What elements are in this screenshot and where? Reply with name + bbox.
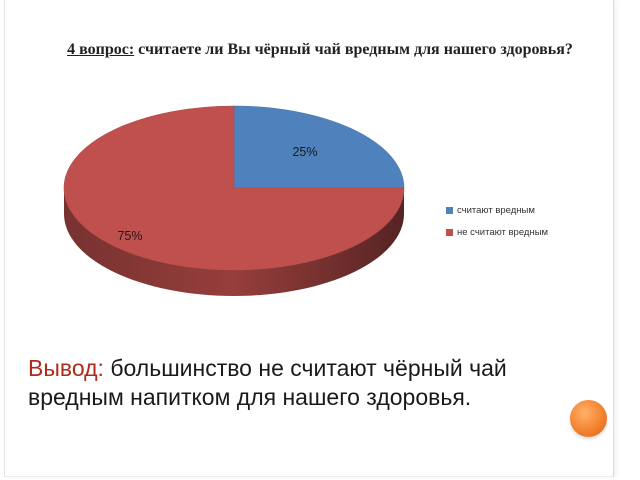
pie-slice-0 [233,105,405,189]
data-label-0: 25% [292,145,317,159]
page-title: 4 вопрос: считаете ли Вы чёрный чай вред… [20,38,620,62]
pie-slice-1 [63,105,405,271]
legend-swatch-not-harmful [446,229,453,236]
legend-label-harmful: считают вредным [457,205,535,216]
orange-circle-decoration [570,400,607,437]
conclusion-label: Вывод: [28,355,104,381]
pie-side-1 [64,188,404,296]
slide-frame [4,0,614,477]
title-text: считаете ли Вы чёрный чай вредным для на… [134,41,573,58]
conclusion-body: большинство не считают чёрный чай вредны… [28,355,507,410]
legend-label-not-harmful: не считают вредным [457,227,549,238]
legend-swatch-harmful [446,207,453,214]
legend-item-harmful: считают вредным [446,204,548,217]
chart-legend: считают вредным не считают вредным [446,204,548,248]
conclusion-text: Вывод: большинство не считают чёрный чай… [28,354,558,412]
title-prefix: 4 вопрос: [67,41,135,58]
data-label-1: 75% [117,229,142,243]
legend-item-not-harmful: не считают вредным [446,226,548,239]
